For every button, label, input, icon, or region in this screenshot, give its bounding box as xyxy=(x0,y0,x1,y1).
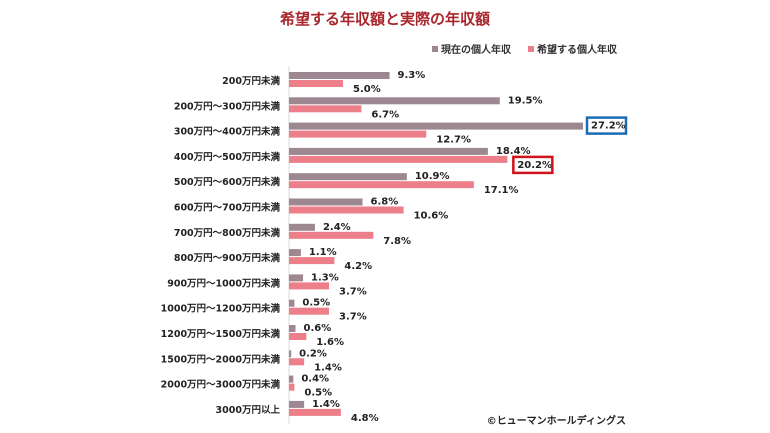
bar-desired xyxy=(289,181,474,189)
bar-desired xyxy=(289,282,329,290)
highlight-box xyxy=(512,155,554,175)
category-label: 1000万円～1200万円未満 xyxy=(161,303,281,315)
category-label: 1500万円～2000万円未満 xyxy=(161,353,281,365)
chart-title: 希望する年収額と実際の年収額 xyxy=(280,10,490,28)
bar-desired xyxy=(289,155,508,163)
legend-swatch-current xyxy=(432,46,438,52)
category-label: 2000万円～3000万円未満 xyxy=(161,379,281,391)
bar-desired xyxy=(289,206,404,214)
bar-desired xyxy=(289,383,295,391)
legend-label-current: 現在の個人年収 xyxy=(441,43,512,56)
data-label-desired: 1.6% xyxy=(316,337,344,348)
data-label-current: 1.1% xyxy=(309,247,337,258)
bar-current xyxy=(289,249,301,257)
data-label-desired: 4.2% xyxy=(344,261,372,272)
category-label: 200万円未満 xyxy=(222,75,280,87)
data-label-current: 9.3% xyxy=(398,70,426,81)
highlight-box xyxy=(585,116,628,135)
data-label-desired: 17.1% xyxy=(484,185,519,196)
data-label-desired: 3.7% xyxy=(339,312,367,323)
data-label-current: 0.2% xyxy=(299,348,327,359)
plot-area: 200万円未満 9.3% 5.0% 200万円～300万円未満 19.5% 6.7% 300… xyxy=(161,70,628,424)
legend-label-desired: 希望する個人年収 xyxy=(536,43,618,56)
bar-current xyxy=(289,223,315,231)
data-label-current: 10.9% xyxy=(415,171,450,182)
bar-desired xyxy=(289,257,335,265)
bar-current xyxy=(289,97,500,105)
bar-current xyxy=(289,350,292,358)
data-label-current: 0.6% xyxy=(303,323,331,334)
bar-current xyxy=(289,299,295,307)
bar-desired xyxy=(289,105,362,113)
category-label: 800万円～900万円未満 xyxy=(174,252,281,264)
category-label: 300万円～400万円未満 xyxy=(174,126,281,138)
data-label-desired: 3.7% xyxy=(339,286,367,297)
category-label: 200万円～300万円未満 xyxy=(174,100,281,112)
data-label-desired: 7.8% xyxy=(383,236,411,247)
bar-current xyxy=(289,375,294,383)
data-label-current: 0.5% xyxy=(302,298,330,309)
data-label-desired: 10.6% xyxy=(414,211,449,222)
bar-desired xyxy=(289,307,329,315)
bar-desired xyxy=(289,130,427,138)
bar-current xyxy=(289,122,583,130)
legend-swatch-desired xyxy=(528,46,534,52)
bar-current xyxy=(289,400,305,408)
bar-desired xyxy=(289,333,307,340)
bar-desired xyxy=(289,231,374,239)
data-label-current: 18.4% xyxy=(496,146,531,157)
data-label-desired: 4.8% xyxy=(351,413,379,424)
data-label-desired: 0.5% xyxy=(304,388,332,399)
bar-desired xyxy=(289,80,344,87)
bar-desired xyxy=(289,358,305,366)
data-label-current: 27.2% xyxy=(591,121,626,132)
data-label-current: 6.8% xyxy=(371,197,399,208)
data-label-current: 1.4% xyxy=(312,399,340,410)
data-label-current: 19.5% xyxy=(508,95,543,106)
bar-current xyxy=(289,198,363,206)
bar-current xyxy=(289,325,296,332)
bar-current xyxy=(289,274,304,282)
data-label-current: 2.4% xyxy=(323,222,351,233)
bar-current xyxy=(289,147,488,155)
category-label: 400万円～500万円未満 xyxy=(174,151,281,163)
category-label: 700万円～800万円未満 xyxy=(174,227,281,239)
data-label-current: 1.3% xyxy=(311,272,339,283)
category-label: 3000万円以上 xyxy=(216,404,281,416)
copyright-annotation: ©ヒューマンホールディングス xyxy=(487,414,626,427)
data-label-desired: 20.2% xyxy=(517,160,552,171)
data-label-desired: 6.7% xyxy=(371,109,399,120)
data-label-current: 0.4% xyxy=(301,374,329,385)
data-label-desired: 12.7% xyxy=(436,135,471,146)
category-label: 900万円～1000万円未満 xyxy=(167,277,280,289)
category-label: 600万円～700万円未満 xyxy=(174,202,281,214)
bar-current xyxy=(289,72,390,79)
data-label-desired: 5.0% xyxy=(353,84,381,95)
data-label-desired: 1.4% xyxy=(314,362,342,373)
legend: 現在の個人年収 希望する個人年収 xyxy=(432,43,618,56)
bar-current xyxy=(289,173,407,181)
bar-desired xyxy=(289,408,341,416)
category-label: 1200万円～1500万円未満 xyxy=(161,328,281,340)
category-label: 500万円～600万円未満 xyxy=(174,176,281,188)
